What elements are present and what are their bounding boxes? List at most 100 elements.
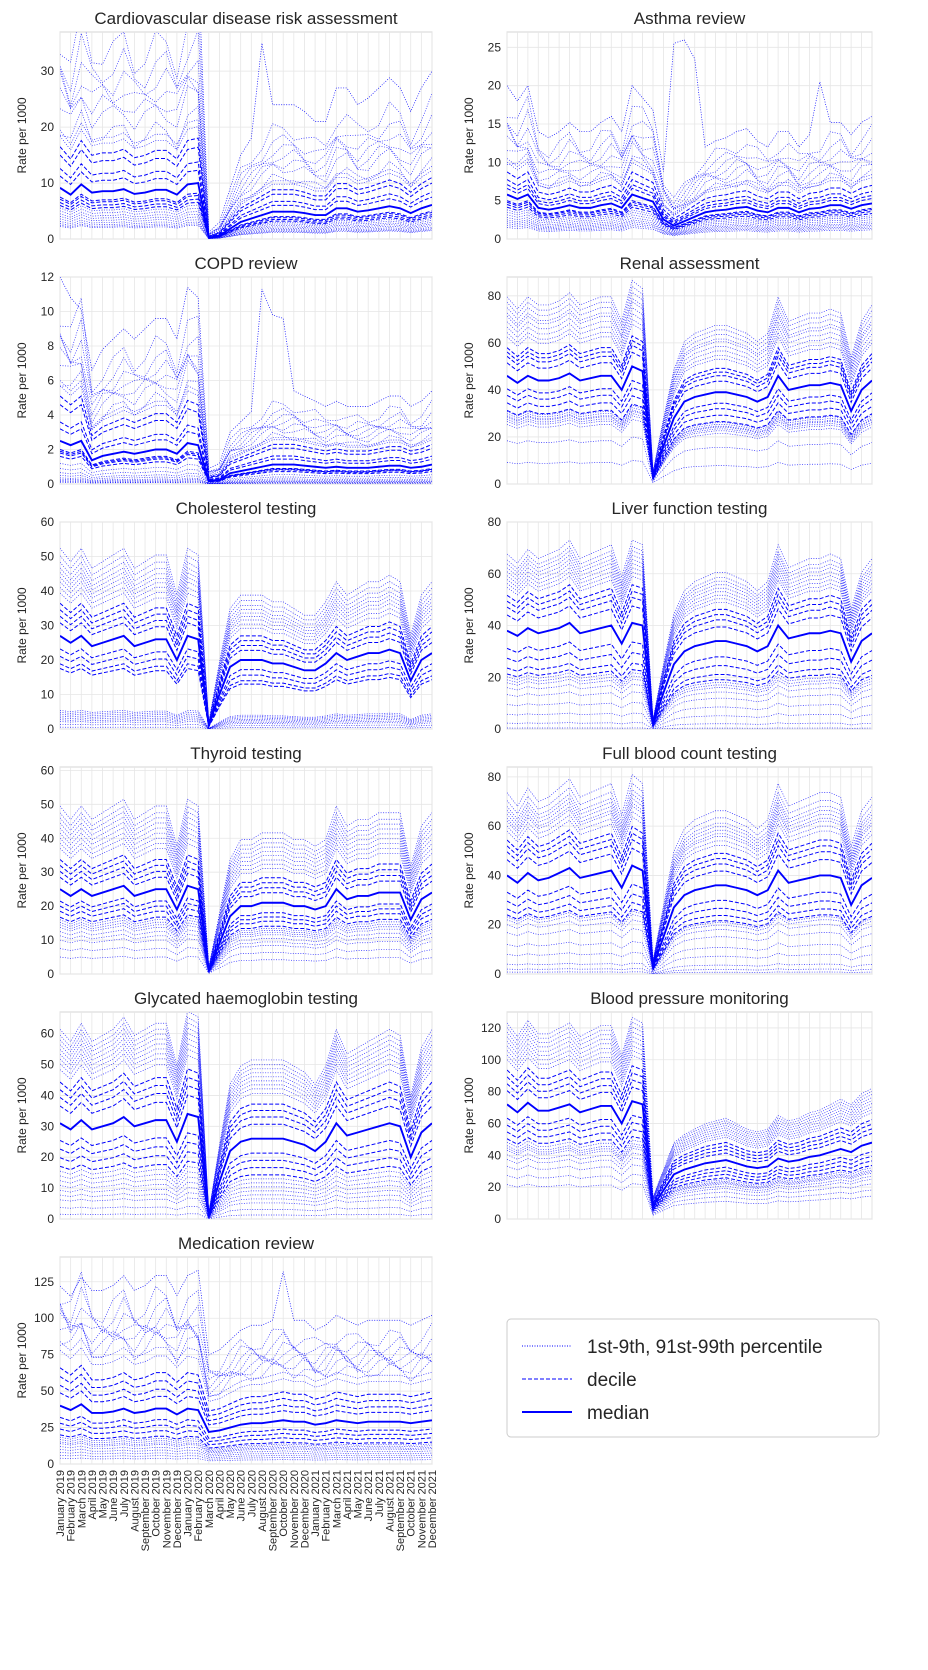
percentile-line-p92 xyxy=(60,1337,432,1398)
panel-medication-review: 0 25 50 75 100 125 Medication review Rate per 1… xyxy=(15,1234,439,1551)
x-tick-label: April 2019 xyxy=(87,1470,99,1520)
percentile-line-p9 xyxy=(507,672,872,728)
y-tick-label: 0 xyxy=(47,232,54,246)
series-lines xyxy=(507,539,872,729)
percentile-line-p93 xyxy=(507,805,872,963)
decile-line-p60 xyxy=(60,1094,432,1216)
percentile-line-p5 xyxy=(507,219,872,234)
percentile-line-p1 xyxy=(60,1213,432,1219)
decile-line-p60 xyxy=(507,605,872,724)
percentile-line-p2 xyxy=(507,225,872,236)
percentile-line-p3 xyxy=(60,480,432,484)
series-lines xyxy=(60,277,432,484)
decile-line-p60 xyxy=(507,187,872,225)
decile-line-p20 xyxy=(507,662,872,728)
panel-cardiovascular-disease-risk-assessment: 0 10 20 30 Cardiovascular disease risk asses… xyxy=(15,9,433,246)
decile-line-p20 xyxy=(60,1151,432,1219)
percentile-line-p6 xyxy=(60,1442,432,1454)
panel-title: Blood pressure monitoring xyxy=(590,989,788,1008)
x-tick-label: July 2020 xyxy=(246,1470,258,1517)
y-tick-label: 0 xyxy=(47,1212,54,1226)
decile-line-p80 xyxy=(60,146,432,238)
median-line xyxy=(60,1112,432,1217)
y-tick-label: 2 xyxy=(47,443,54,457)
decile-line-p80 xyxy=(507,832,872,965)
percentile-line-p97 xyxy=(507,789,872,962)
y-tick-label: 40 xyxy=(41,1088,55,1102)
x-tick-label: August 2019 xyxy=(129,1470,141,1532)
percentile-line-p9 xyxy=(60,1436,432,1450)
decile-line-p30 xyxy=(507,201,872,229)
percentile-line-p5 xyxy=(507,1152,872,1213)
series-lines xyxy=(507,773,872,974)
panel-copd-review: 0 2 4 6 8 10 12 COPD review Rate per 1000 xyxy=(15,254,433,491)
decile-line-p80 xyxy=(60,609,432,725)
percentile-line-p1 xyxy=(60,224,432,239)
decile-line-p90 xyxy=(60,395,432,478)
x-tick-label: May 2019 xyxy=(98,1470,110,1518)
percentile-line-p98 xyxy=(60,805,432,968)
percentile-line-p99 xyxy=(507,1016,872,1198)
panel-cholesterol-testing: 0 10 20 30 40 50 60 Cholesterol testing Rate per… xyxy=(15,499,433,736)
y-axis-label: Rate per 1000 xyxy=(462,587,476,663)
percentile-line-p6 xyxy=(507,217,872,233)
percentile-line-p96 xyxy=(507,554,872,721)
y-tick-label: 100 xyxy=(34,1311,54,1325)
decile-line-p80 xyxy=(60,1373,432,1417)
decile-line-p20 xyxy=(507,395,872,481)
decile-line-p90 xyxy=(60,137,432,238)
decile-line-p30 xyxy=(60,1421,432,1443)
decile-line-p20 xyxy=(60,1427,432,1446)
y-tick-label: 20 xyxy=(488,918,502,932)
percentile-line-p97 xyxy=(507,1026,872,1199)
y-tick-label: 40 xyxy=(41,584,55,598)
percentile-line-p7 xyxy=(507,678,872,728)
percentile-line-p6 xyxy=(507,1147,872,1213)
percentile-line-p95 xyxy=(507,1035,872,1200)
percentile-line-p7 xyxy=(60,472,432,484)
percentile-line-p96 xyxy=(60,567,432,724)
percentile-line-p7 xyxy=(507,409,872,481)
percentile-line-p1 xyxy=(507,1183,872,1216)
percentile-line-p98 xyxy=(507,1021,872,1198)
percentile-line-p94 xyxy=(507,562,872,722)
percentile-line-p3 xyxy=(60,721,432,729)
percentile-line-p3 xyxy=(507,1164,872,1214)
percentile-line-p98 xyxy=(507,285,872,473)
decile-line-p70 xyxy=(507,596,872,723)
legend-label: decile xyxy=(587,1370,637,1391)
decile-line-p30 xyxy=(60,450,432,483)
panel-liver-function-testing: 0 20 40 60 80 Liver function testing Rate per … xyxy=(462,499,873,736)
percentile-line-p2 xyxy=(507,722,872,729)
percentile-line-p99 xyxy=(507,279,872,472)
percentile-line-p95 xyxy=(60,1032,432,1214)
percentile-line-p94 xyxy=(507,1040,872,1200)
y-axis-label: Rate per 1000 xyxy=(15,832,29,908)
decile-line-p20 xyxy=(60,198,432,239)
x-tick-label: October 2020 xyxy=(278,1470,290,1537)
y-axis-label: Rate per 1000 xyxy=(462,1077,476,1153)
panel-title: Full blood count testing xyxy=(602,744,777,763)
percentile-line-p99-peak xyxy=(60,277,432,470)
panel-title: Renal assessment xyxy=(620,254,760,273)
decile-line-p70 xyxy=(60,615,432,725)
percentile-line-p3 xyxy=(60,938,432,974)
y-tick-label: 15 xyxy=(488,117,502,131)
percentile-line-p8 xyxy=(507,1143,872,1212)
percentile-line-p99-peak xyxy=(200,32,432,234)
decile-line-p20 xyxy=(60,452,432,483)
y-tick-label: 10 xyxy=(41,176,55,190)
y-tick-label: 50 xyxy=(41,1058,55,1072)
x-tick-label: December 2019 xyxy=(172,1470,184,1548)
decile-line-p30 xyxy=(60,194,432,239)
panel-title: COPD review xyxy=(195,254,299,273)
y-tick-label: 40 xyxy=(488,383,502,397)
percentile-line-p98 xyxy=(507,108,872,205)
decile-line-p70 xyxy=(507,1079,872,1206)
series-lines xyxy=(60,1269,432,1462)
y-tick-label: 0 xyxy=(494,477,501,491)
decile-line-p10 xyxy=(507,1135,872,1212)
percentile-line-p4 xyxy=(60,1448,432,1457)
decile-line-p40 xyxy=(60,897,432,973)
y-tick-label: 10 xyxy=(41,933,55,947)
